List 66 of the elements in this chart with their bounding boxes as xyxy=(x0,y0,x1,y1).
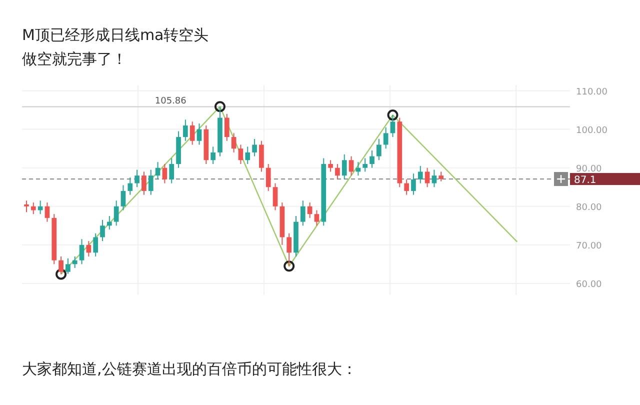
candlestick xyxy=(148,169,154,196)
point xyxy=(387,110,398,121)
candlestick xyxy=(100,219,105,242)
candlestick xyxy=(259,140,264,172)
candlestick xyxy=(162,163,168,184)
y-tick-label: 90.00 xyxy=(576,164,602,174)
candlestick xyxy=(196,123,202,146)
candlestick xyxy=(432,169,437,188)
candlestick xyxy=(58,256,64,275)
candlestick xyxy=(114,200,119,226)
candlestick xyxy=(72,256,78,269)
candlestick xyxy=(390,114,396,138)
candlestick xyxy=(155,162,160,180)
candlestick xyxy=(231,132,236,153)
candlestick xyxy=(266,163,271,192)
candlestick xyxy=(404,178,409,196)
candlestick xyxy=(376,138,382,161)
y-tick-label: 60.00 xyxy=(576,280,602,290)
candlestick xyxy=(134,169,140,188)
candlestick xyxy=(272,182,278,211)
candlestick xyxy=(342,154,347,180)
candlestick xyxy=(128,176,133,196)
candlestick xyxy=(210,146,216,164)
candlestick xyxy=(438,171,444,182)
chart-subtitle: 做空就完事了！ xyxy=(22,50,127,68)
candlestick xyxy=(238,144,244,164)
candlestick xyxy=(411,173,416,196)
candlestick xyxy=(120,184,126,211)
candlestick xyxy=(79,238,84,265)
candlestick xyxy=(370,150,374,168)
candlestick xyxy=(252,138,257,157)
y-tick-label: 80.00 xyxy=(576,202,602,213)
y-tick-label: 70.00 xyxy=(576,241,602,252)
candlestick xyxy=(183,119,188,142)
point xyxy=(56,268,67,280)
y-tick-label: 100.00 xyxy=(576,126,608,136)
point xyxy=(284,260,295,272)
candlestick xyxy=(86,240,92,257)
candlestick xyxy=(424,167,430,188)
candlestick xyxy=(190,121,195,146)
candlestick xyxy=(169,158,174,184)
candlestick xyxy=(44,202,50,222)
point xyxy=(214,101,226,112)
candlestick xyxy=(286,232,292,267)
candlestick xyxy=(335,163,340,180)
candlestick xyxy=(142,171,146,196)
candlestick xyxy=(245,146,250,164)
candlestick xyxy=(314,210,320,226)
text: 大家都知道,公链赛道出现的百倍币的可能性很大： xyxy=(22,360,357,378)
candlestick xyxy=(362,158,368,172)
candlestick xyxy=(66,258,70,274)
ref-line-label: 87.1 xyxy=(574,175,596,186)
ref-line-label: 105.86 xyxy=(154,96,187,107)
candlestick xyxy=(24,200,29,213)
candlestick xyxy=(93,232,98,257)
candlestick xyxy=(383,126,388,150)
y-tick-label: 110.00 xyxy=(576,87,608,98)
candlestick xyxy=(348,156,354,176)
candlestick xyxy=(328,160,333,172)
candlestick xyxy=(307,202,312,218)
candlestick xyxy=(30,202,36,215)
candlestick xyxy=(300,200,306,226)
chart-title: M顶已经形成日线ma转空头 xyxy=(22,26,209,44)
candlestick xyxy=(418,165,423,184)
candlestick xyxy=(107,216,112,230)
candlestick xyxy=(224,113,230,142)
